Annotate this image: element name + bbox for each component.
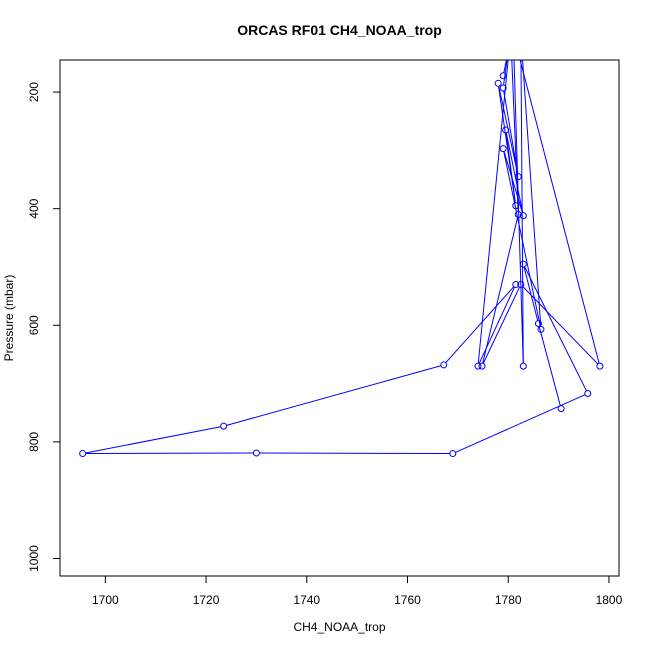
series-line-segment (477, 60, 509, 364)
series-line-segment (503, 60, 507, 73)
x-axis-label: CH4_NOAA_trop (293, 620, 385, 634)
series-line-segment (482, 286, 520, 364)
series-line-segment (445, 286, 515, 364)
data-point (512, 280, 520, 288)
x-tick-label: 1700 (92, 593, 119, 607)
data-point (220, 422, 228, 430)
series-line-segment (503, 60, 508, 86)
series-line-segment (455, 394, 586, 453)
data-point (596, 362, 604, 370)
series-line-segment (519, 60, 600, 364)
data-point (499, 145, 507, 153)
series-line-segment (478, 286, 515, 364)
series-line-segment (522, 286, 599, 365)
series-line-segment (520, 60, 524, 364)
series-line-segment (505, 132, 524, 213)
data-point (519, 362, 527, 370)
data-point (584, 390, 592, 398)
x-tick-label: 1720 (193, 593, 220, 607)
series-line-segment (524, 266, 587, 392)
data-point (440, 361, 448, 369)
series-line-segment (85, 452, 254, 455)
series-line-segment (259, 452, 450, 455)
data-point (79, 450, 87, 458)
y-axis: 200 400 600 800 1000 (27, 82, 61, 572)
series-line-segment (503, 151, 523, 213)
data-point (499, 72, 507, 80)
data-point (514, 173, 522, 181)
series-line-segment (226, 365, 441, 426)
data-series (79, 60, 604, 458)
x-tick-label: 1800 (596, 593, 623, 607)
series-line-segment (482, 217, 519, 364)
series-line-segment (538, 326, 561, 406)
data-point (514, 211, 522, 219)
x-tick-label: 1780 (495, 593, 522, 607)
x-tick-label: 1740 (293, 593, 320, 607)
y-tick-label: 400 (27, 198, 41, 218)
series-line-segment (85, 426, 221, 454)
y-tick-label: 600 (27, 315, 41, 335)
series-line-segment (498, 86, 516, 203)
data-point (512, 202, 520, 210)
data-point (478, 362, 486, 370)
series-line-segment (522, 60, 542, 327)
y-tick-label: 200 (27, 82, 41, 102)
y-tick-label: 1000 (27, 545, 41, 572)
series-line-segment (503, 151, 541, 327)
y-tick-label: 800 (27, 432, 41, 452)
data-point (517, 280, 525, 288)
chart-title: ORCAS RF01 CH4_NOAA_trop (237, 22, 442, 38)
data-point (252, 449, 260, 457)
data-point (537, 325, 545, 333)
data-point (499, 84, 507, 92)
data-point (502, 126, 510, 134)
data-point (474, 362, 482, 370)
x-tick-label: 1760 (394, 593, 421, 607)
data-point (519, 260, 527, 268)
data-point (494, 79, 502, 87)
data-point (449, 450, 457, 458)
series-line-segment (523, 266, 539, 321)
y-axis-label: Pressure (mbar) (2, 275, 16, 362)
data-point (519, 212, 527, 220)
x-axis: 1700 1720 1740 1760 1780 1800 (92, 575, 623, 607)
data-point (534, 320, 542, 328)
series-line-segment (503, 90, 519, 174)
data-point (557, 405, 565, 413)
